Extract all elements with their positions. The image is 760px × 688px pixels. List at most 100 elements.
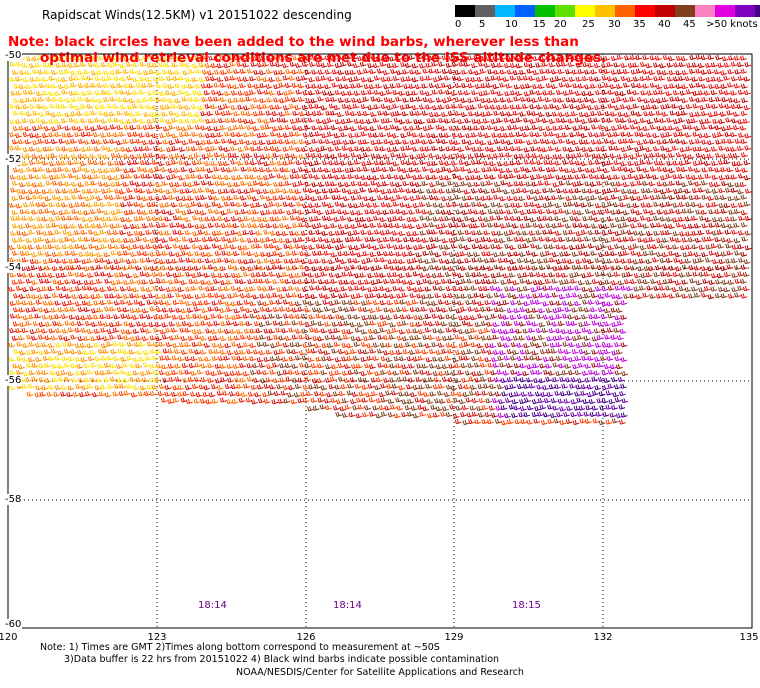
wind-barb bbox=[537, 111, 545, 118]
wind-barb bbox=[148, 293, 156, 299]
wind-barb bbox=[356, 210, 364, 216]
wind-barb bbox=[603, 97, 610, 103]
wind-barb bbox=[235, 370, 243, 376]
wind-barb bbox=[473, 181, 481, 187]
wind-barb bbox=[642, 250, 650, 257]
wind-barb bbox=[158, 259, 166, 265]
wind-barb bbox=[90, 180, 98, 186]
wind-barb bbox=[593, 313, 601, 320]
wind-barb bbox=[666, 160, 674, 166]
wind-barb bbox=[94, 245, 102, 251]
wind-barb bbox=[323, 250, 331, 256]
wind-barb bbox=[401, 320, 409, 326]
wind-barb bbox=[441, 153, 449, 159]
wind-barb bbox=[367, 77, 375, 83]
wind-barb bbox=[564, 223, 572, 229]
wind-barb bbox=[451, 187, 459, 193]
wind-barb bbox=[405, 118, 413, 124]
wind-barb bbox=[294, 301, 302, 307]
wind-barb bbox=[192, 300, 199, 307]
wind-barb bbox=[518, 321, 526, 327]
wind-barb bbox=[414, 84, 422, 90]
wind-barb bbox=[26, 166, 33, 172]
wind-barb bbox=[685, 231, 693, 237]
wind-barb bbox=[461, 82, 469, 89]
wind-barb bbox=[271, 238, 279, 244]
wind-barb bbox=[272, 195, 280, 201]
wind-barb bbox=[133, 146, 140, 152]
wind-barb bbox=[386, 369, 394, 376]
wind-barb bbox=[607, 272, 614, 278]
wind-barb bbox=[320, 328, 328, 334]
wind-barb bbox=[86, 202, 94, 208]
wind-barb bbox=[720, 208, 728, 214]
wind-barb bbox=[698, 132, 705, 139]
wind-barb bbox=[285, 265, 293, 271]
wind-barb bbox=[421, 237, 429, 243]
wind-barb bbox=[536, 159, 544, 166]
wind-barb bbox=[310, 278, 318, 284]
wind-barb bbox=[165, 90, 172, 96]
wind-barb bbox=[567, 147, 575, 153]
wind-barb bbox=[522, 173, 530, 179]
wind-barb bbox=[668, 70, 676, 76]
wind-barb bbox=[525, 83, 532, 89]
wind-barb bbox=[103, 111, 111, 117]
wind-barb bbox=[415, 124, 423, 131]
wind-barb bbox=[184, 369, 192, 375]
wind-barb bbox=[369, 111, 377, 117]
wind-barb bbox=[503, 117, 511, 123]
wind-barb bbox=[543, 244, 551, 250]
wind-barb bbox=[79, 272, 87, 278]
wind-barb bbox=[57, 124, 64, 130]
wind-barb bbox=[398, 273, 406, 279]
wind-barb bbox=[155, 139, 163, 145]
wind-barb bbox=[194, 321, 202, 327]
wind-barb bbox=[282, 62, 289, 69]
wind-barb bbox=[308, 244, 315, 250]
wind-barb bbox=[244, 174, 251, 180]
wind-barb bbox=[409, 195, 417, 202]
wind-barb bbox=[195, 195, 202, 201]
wind-barb bbox=[327, 203, 334, 209]
wind-barb bbox=[630, 223, 638, 229]
wind-barb bbox=[699, 104, 707, 111]
wind-barb bbox=[505, 222, 513, 228]
wind-barb bbox=[572, 83, 580, 89]
wind-barb bbox=[606, 61, 614, 67]
wind-barb bbox=[144, 145, 152, 152]
wind-barb bbox=[88, 243, 96, 249]
wind-barb bbox=[125, 314, 133, 320]
wind-barb bbox=[503, 329, 510, 335]
wind-barb bbox=[185, 286, 192, 292]
wind-barb bbox=[158, 230, 166, 236]
wind-barb bbox=[558, 138, 566, 144]
wind-barb bbox=[205, 328, 212, 334]
wind-barb bbox=[506, 54, 513, 61]
wind-barb bbox=[454, 363, 462, 369]
wind-barb bbox=[302, 132, 310, 138]
wind-barb bbox=[249, 355, 257, 362]
wind-barb bbox=[311, 110, 319, 117]
wind-barb bbox=[44, 196, 52, 202]
wind-barb bbox=[22, 77, 30, 83]
wind-barb bbox=[392, 271, 400, 278]
wind-barb bbox=[217, 286, 225, 292]
wind-barb bbox=[219, 96, 227, 103]
wind-barb bbox=[598, 280, 606, 286]
wind-barb bbox=[679, 231, 687, 237]
wind-barb bbox=[517, 273, 524, 279]
wind-barb bbox=[183, 244, 191, 250]
wind-barb bbox=[247, 266, 254, 272]
wind-barb bbox=[730, 146, 737, 152]
wind-barb bbox=[610, 334, 618, 340]
wind-barb bbox=[548, 159, 556, 166]
wind-barb bbox=[175, 321, 183, 327]
wind-barb bbox=[395, 363, 403, 369]
wind-barb bbox=[490, 243, 498, 250]
wind-barb bbox=[385, 89, 393, 95]
wind-barb bbox=[545, 154, 553, 160]
wind-barb bbox=[545, 68, 553, 74]
wind-barb bbox=[339, 215, 347, 221]
wind-barb bbox=[668, 138, 676, 144]
